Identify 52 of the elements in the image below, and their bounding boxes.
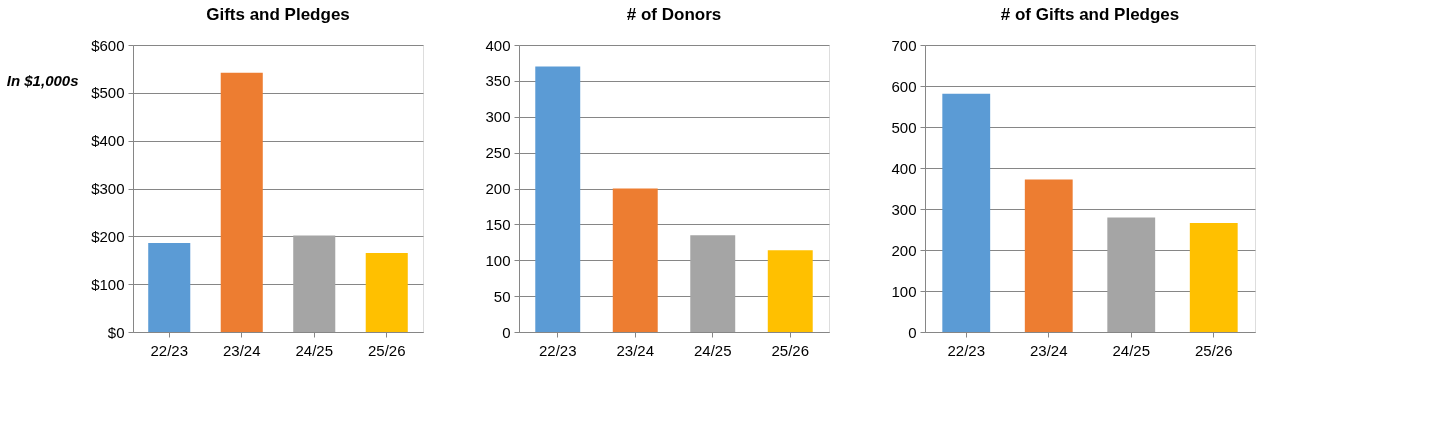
- x-tick-label: 23/24: [616, 341, 655, 359]
- x-tick-label: 24/25: [1112, 341, 1151, 359]
- y-tick-label: 600: [891, 77, 917, 95]
- x-tick-label: 25/26: [367, 341, 406, 359]
- y-tick-label: $100: [91, 275, 125, 293]
- chart-title: Gifts and Pledges: [206, 5, 350, 24]
- chart-title: # of Gifts and Pledges: [1000, 5, 1180, 24]
- bar: [690, 235, 736, 332]
- y-tick-label: 200: [891, 241, 917, 259]
- y-tick-label: 0: [502, 323, 511, 341]
- bar: [767, 250, 813, 332]
- y-tick-label: 400: [891, 159, 917, 177]
- y-tick-label: 400: [485, 36, 511, 54]
- y-axis-title: In $1,000s: [6, 71, 79, 89]
- y-tick-label: $0: [107, 323, 125, 341]
- y-tick-label: 150: [485, 215, 511, 233]
- y-tick-label: 250: [485, 144, 511, 162]
- bar: [612, 188, 658, 332]
- chart-title: # of Donors: [626, 5, 722, 24]
- x-tick-label: 24/25: [295, 341, 334, 359]
- bar: [293, 235, 336, 332]
- x-tick-label: 23/24: [222, 341, 261, 359]
- y-tick-label: $300: [91, 180, 125, 197]
- bar: [1024, 179, 1073, 332]
- y-tick-label: 100: [891, 282, 917, 300]
- x-tick-label: 23/24: [1029, 341, 1068, 359]
- bar: [535, 66, 581, 332]
- y-tick-label: 0: [908, 323, 917, 341]
- y-tick-label: $600: [91, 36, 125, 54]
- y-tick-label: 50: [493, 287, 511, 305]
- y-tick-label: 300: [485, 108, 511, 126]
- x-tick-label: 24/25: [693, 341, 732, 359]
- x-tick-label: 25/26: [1194, 341, 1233, 359]
- bar: [1189, 222, 1238, 332]
- y-tick-label: $200: [91, 227, 125, 245]
- y-tick-label: 100: [485, 251, 511, 269]
- bar: [148, 243, 191, 332]
- x-tick-label: 22/23: [150, 341, 189, 359]
- y-tick-label: 300: [891, 200, 917, 218]
- y-tick-label: $500: [91, 84, 125, 102]
- y-tick-label: 200: [485, 180, 511, 197]
- y-tick-label: $400: [91, 132, 125, 150]
- x-tick-label: 25/26: [771, 341, 810, 359]
- bar: [365, 253, 408, 332]
- x-tick-label: 22/23: [538, 341, 577, 359]
- bar: [942, 93, 991, 332]
- bar: [1107, 217, 1156, 332]
- bar: [220, 72, 263, 332]
- y-tick-label: 700: [891, 36, 917, 54]
- x-tick-label: 22/23: [947, 341, 986, 359]
- y-tick-label: 350: [485, 72, 511, 90]
- y-tick-label: 500: [891, 118, 917, 136]
